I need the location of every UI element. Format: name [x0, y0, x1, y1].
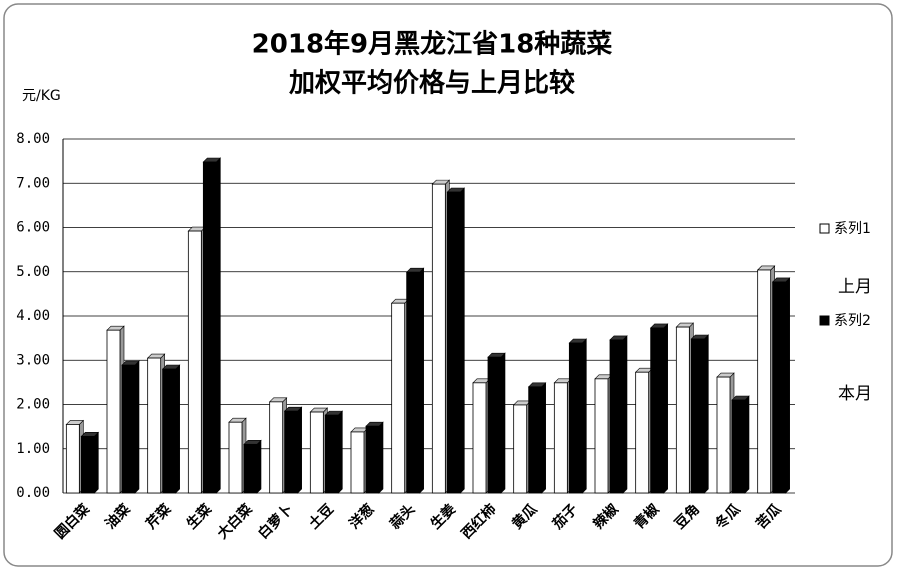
bar — [406, 271, 421, 494]
bar-side — [744, 395, 750, 494]
bar — [80, 435, 95, 494]
bar — [106, 329, 121, 494]
y-tick-label: 5.00 — [16, 264, 50, 280]
bar-side — [419, 267, 424, 494]
y-tick-label: 3.00 — [16, 352, 50, 368]
bar — [284, 410, 299, 494]
bar-side — [378, 421, 384, 494]
bar — [324, 414, 339, 494]
y-tick-label: 2.00 — [16, 397, 50, 413]
bar — [472, 382, 487, 494]
bar-side — [541, 382, 546, 494]
legend-swatch — [819, 223, 830, 234]
bar — [675, 326, 690, 494]
y-tick-label: 8.00 — [16, 131, 50, 147]
bar-side — [338, 410, 343, 494]
annotation: 本月 — [838, 384, 872, 404]
bar-side — [94, 431, 99, 494]
bar — [121, 364, 136, 494]
y-tick-label: 4.00 — [16, 308, 50, 324]
bar — [650, 327, 665, 494]
bar — [609, 339, 624, 494]
bar-side — [460, 187, 465, 494]
bar-side — [256, 439, 262, 494]
bar — [228, 421, 243, 494]
y-tick-label: 1.00 — [16, 441, 50, 457]
legend-label: 系列2 — [834, 313, 871, 329]
bar — [187, 230, 202, 494]
bar-side — [216, 157, 221, 494]
bar — [513, 404, 528, 494]
bar — [350, 431, 365, 494]
bar — [568, 342, 583, 494]
bar — [690, 338, 705, 494]
legend-label: 系列1 — [834, 221, 871, 237]
bar — [243, 443, 258, 494]
bar-side — [134, 360, 140, 494]
bar-side — [175, 364, 180, 494]
bar — [716, 376, 731, 494]
bar — [553, 382, 568, 494]
bar — [731, 399, 746, 494]
bar — [594, 378, 609, 494]
bar — [431, 183, 446, 494]
bar — [202, 161, 217, 494]
bar — [309, 411, 324, 494]
y-tick-label: 7.00 — [16, 175, 50, 191]
bar-side — [622, 335, 628, 494]
bar — [365, 425, 380, 494]
bar-side — [500, 352, 506, 494]
chart-title: 2018年9月黑龙江省18种蔬菜 — [252, 29, 613, 60]
bar — [162, 368, 177, 494]
bar — [487, 356, 502, 494]
bar — [269, 401, 284, 494]
bar — [391, 302, 406, 494]
y-tick-label: 0.00 — [16, 485, 50, 501]
y-tick-label: 6.00 — [16, 220, 50, 236]
bar-side — [785, 277, 790, 494]
bar — [757, 269, 772, 494]
y-axis-label: 元/KG — [22, 88, 61, 104]
bar — [147, 357, 162, 494]
chart-title: 加权平均价格与上月比较 — [289, 68, 575, 99]
bar — [528, 386, 543, 494]
bar — [65, 424, 80, 494]
bar-side — [297, 406, 302, 494]
bar-side — [582, 338, 587, 494]
bar — [772, 281, 787, 494]
bar-side — [663, 323, 668, 494]
annotation: 上月 — [838, 277, 872, 297]
bar — [635, 371, 650, 494]
legend-swatch — [819, 315, 830, 326]
bar-side — [704, 334, 709, 494]
bar — [446, 191, 461, 494]
